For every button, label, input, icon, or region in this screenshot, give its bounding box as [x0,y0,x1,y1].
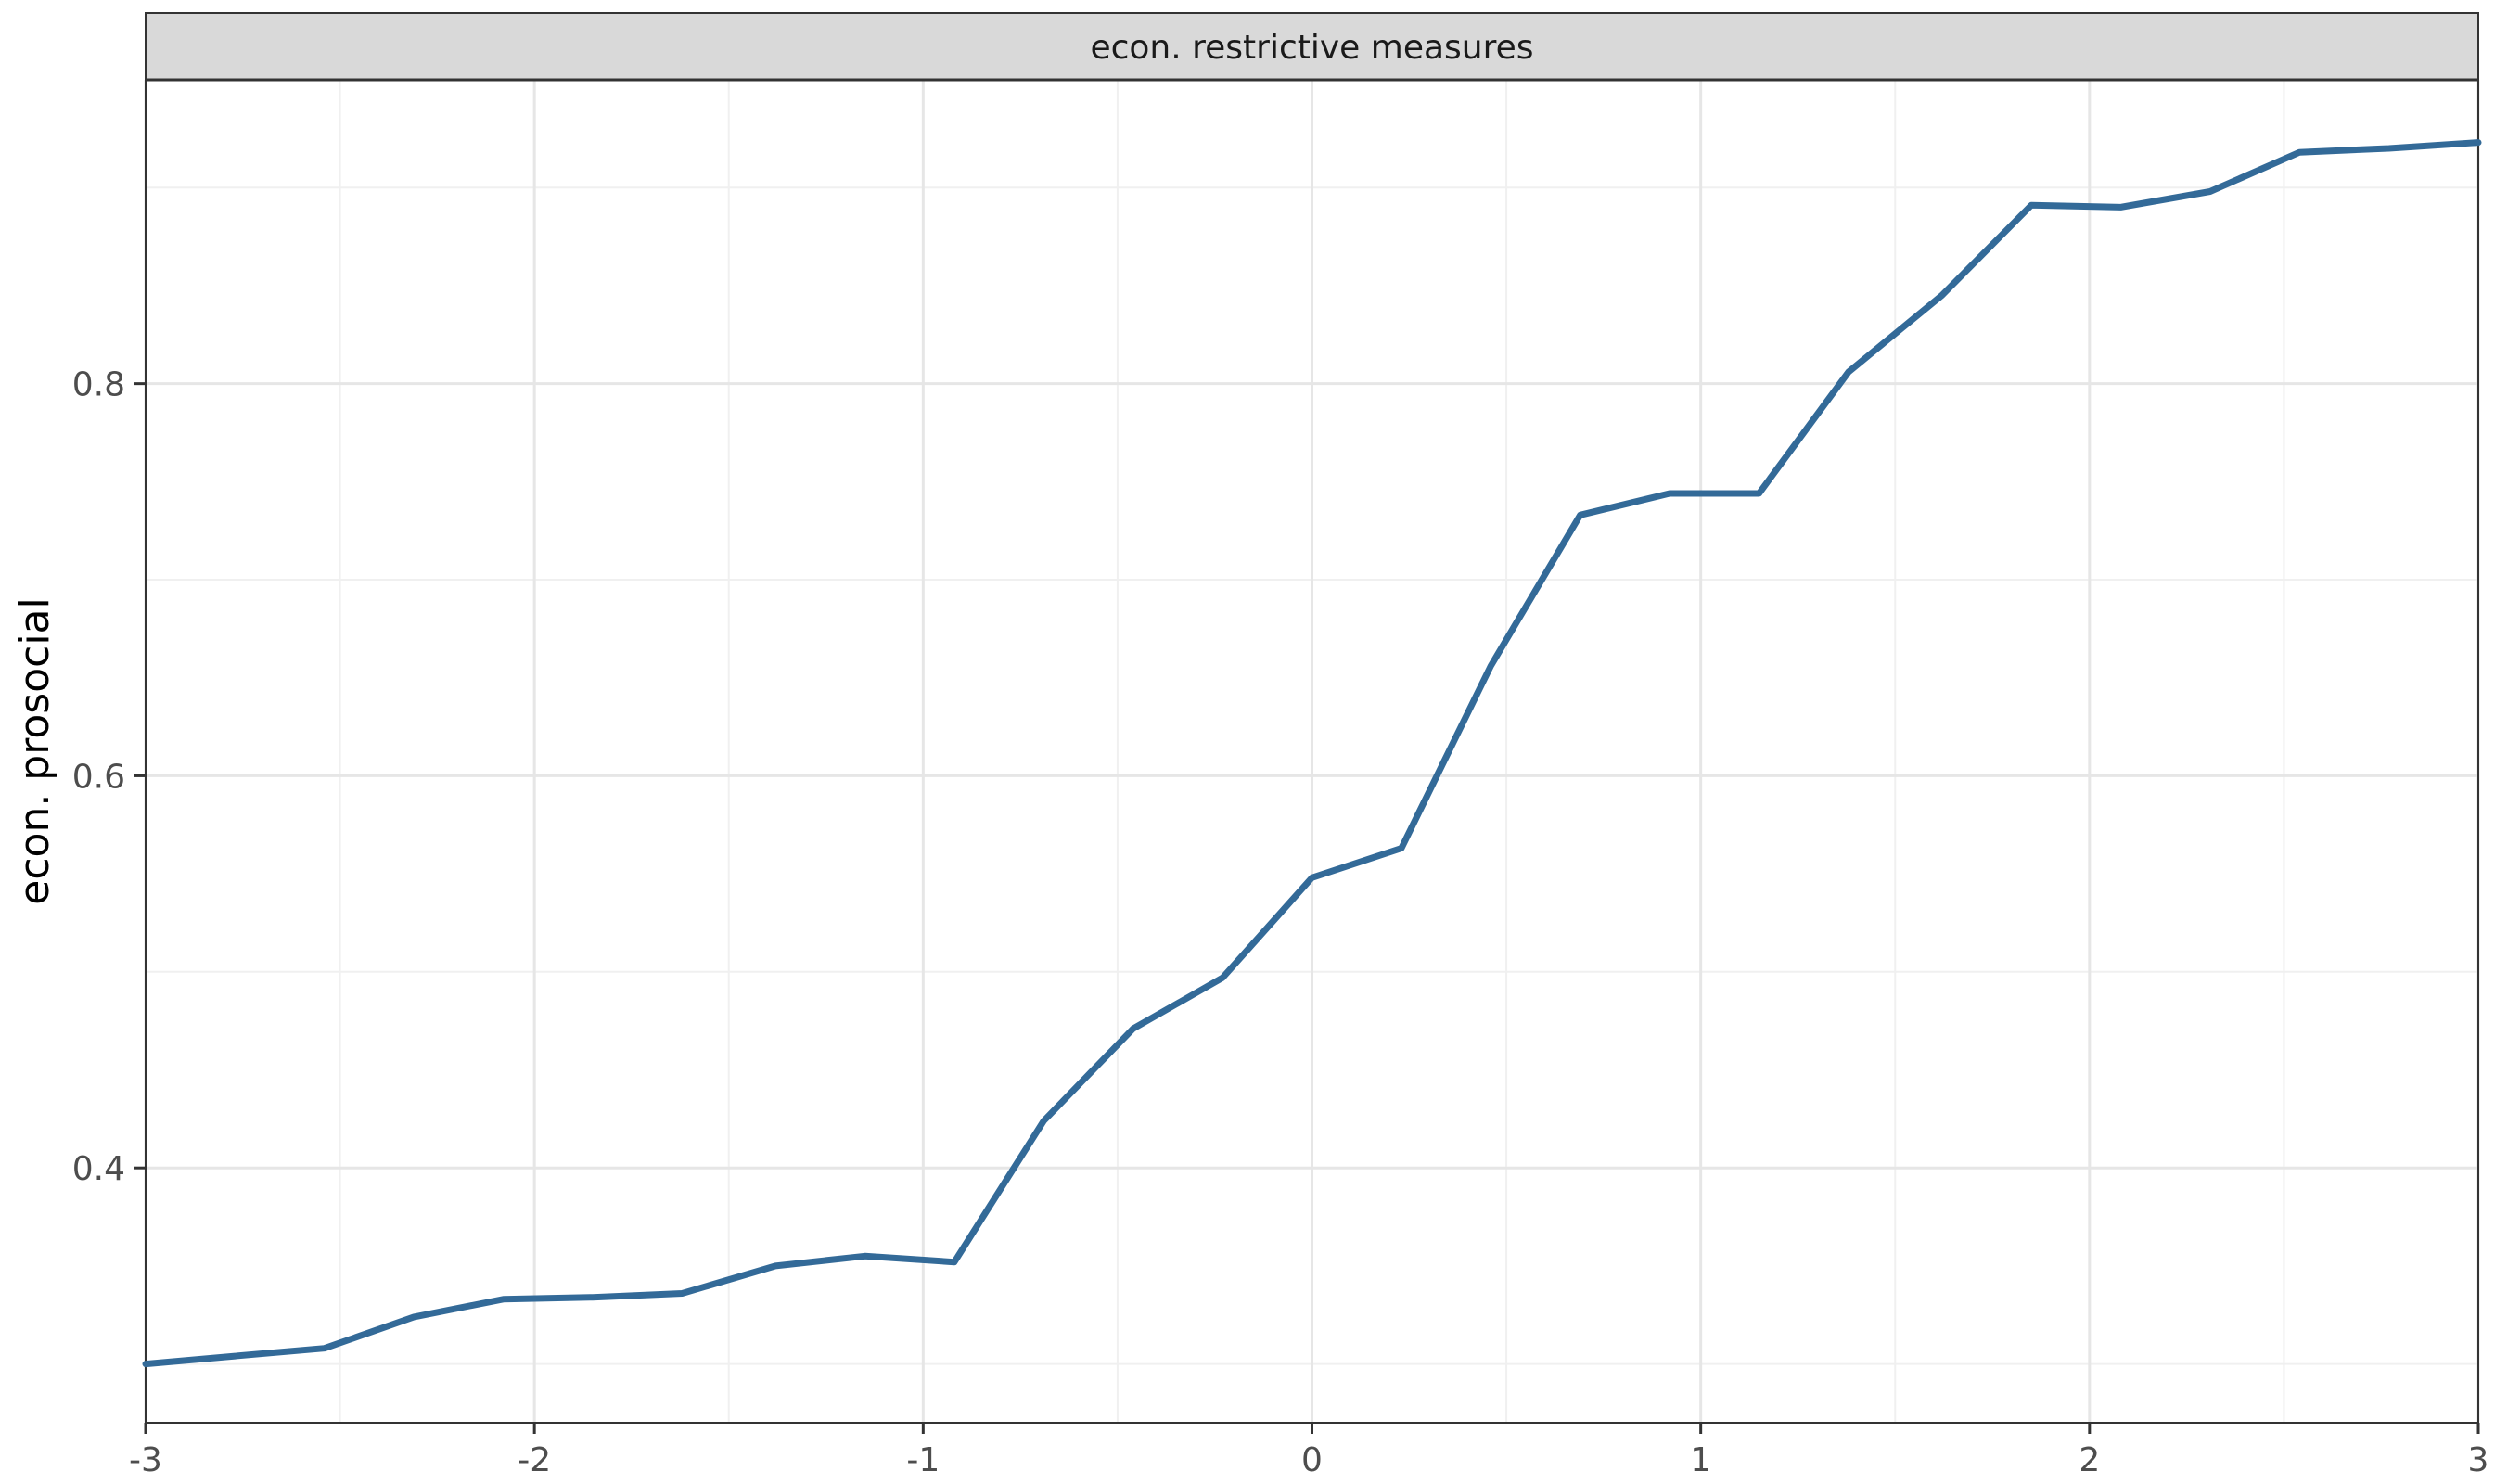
x-axis: -3 -2 -1 0 1 2 3 [129,1423,2489,1479]
x-tick-label: -3 [129,1441,162,1479]
facet-strip [145,12,2479,81]
x-tick-label: 1 [1690,1441,1711,1479]
x-tick-label: -2 [518,1441,551,1479]
y-tick-label: 0.8 [72,366,125,404]
facet-strip-label: econ. restrictive measures [1090,29,1533,67]
x-tick-label: 0 [1301,1441,1323,1479]
y-axis-label: econ. prosocial [11,597,58,904]
y-axis: 0.4 0.6 0.8 [72,366,146,1188]
x-tick-label: 2 [2079,1441,2100,1479]
x-tick-label: -1 [906,1441,940,1479]
x-tick-label: 3 [2468,1441,2489,1479]
y-tick-label: 0.4 [72,1150,125,1188]
y-tick-label: 0.6 [72,758,125,796]
series-line [142,139,2482,1368]
